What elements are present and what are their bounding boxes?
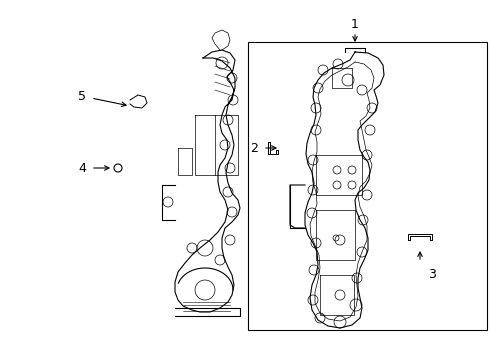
Bar xyxy=(248,42,487,330)
Text: 5: 5 xyxy=(78,90,86,103)
Text: 2: 2 xyxy=(250,141,258,154)
Text: 3: 3 xyxy=(428,268,436,281)
Text: 1: 1 xyxy=(351,18,359,31)
Text: 4: 4 xyxy=(78,162,86,175)
